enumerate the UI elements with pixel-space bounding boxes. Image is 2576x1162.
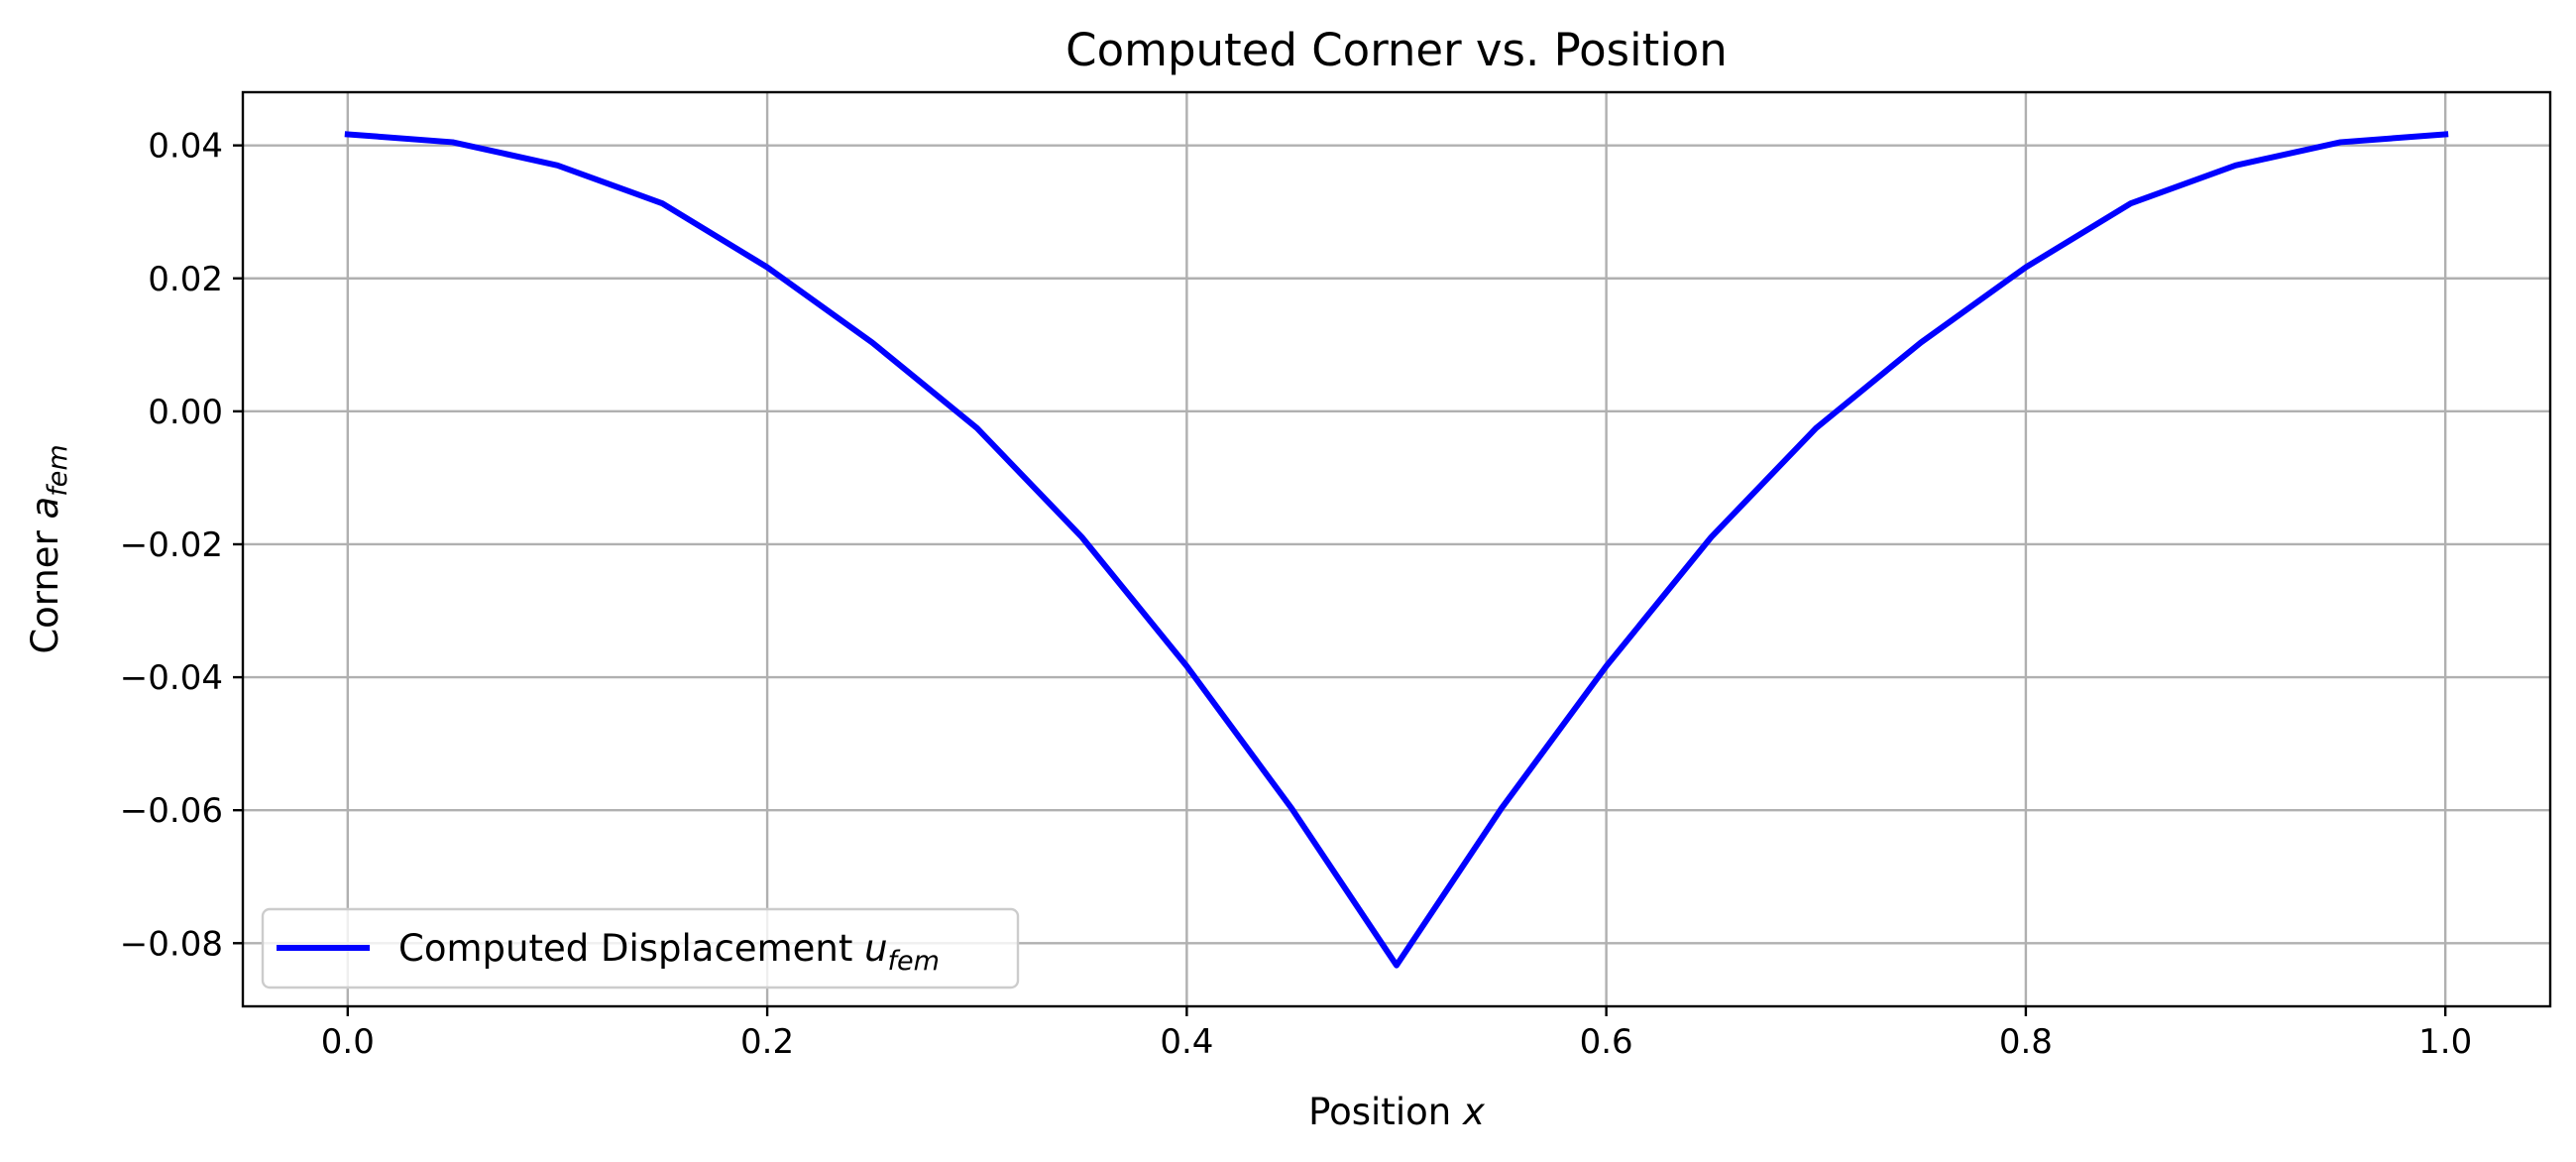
legend: Computed Displacement ufem xyxy=(261,907,1020,989)
legend-label-symbol: u xyxy=(864,927,887,970)
y-axis-label-text: Corner xyxy=(24,519,66,653)
x-axis-label-text: Position xyxy=(1308,1091,1463,1133)
y-tick-label: −0.08 xyxy=(120,924,223,964)
legend-label-text: Computed Displacement xyxy=(398,927,864,970)
x-tick-label: 1.0 xyxy=(2418,1022,2472,1062)
x-tick-label: 0.2 xyxy=(740,1022,794,1062)
y-axis-label: Corner afem xyxy=(24,444,73,653)
series-layer xyxy=(344,131,2449,969)
y-tick-label: −0.02 xyxy=(120,525,223,565)
series-line xyxy=(344,131,2449,969)
ticks: 0.0 0.2 0.4 0.6 0.8 1.0 0.04 0.02 0.00 −0.02 −0.04… xyxy=(120,127,2472,1062)
chart-title: Computed Corner vs. Position xyxy=(1065,24,1728,76)
x-tick-label: 0.4 xyxy=(1160,1022,1213,1062)
grid xyxy=(243,92,2550,1006)
y-axis-label-subscript: fem xyxy=(43,444,73,496)
axes-frame xyxy=(241,90,2552,1008)
x-tick-label: 0.0 xyxy=(321,1022,375,1062)
x-tick-label: 0.6 xyxy=(1580,1022,1633,1062)
legend-box xyxy=(261,907,1020,989)
x-axis-label-symbol: x xyxy=(1462,1091,1486,1133)
y-tick-label: 0.04 xyxy=(148,127,223,167)
y-tick-label: −0.06 xyxy=(120,791,223,831)
x-axis-label: Position x xyxy=(1308,1091,1486,1133)
y-tick-label: 0.02 xyxy=(148,260,223,299)
legend-label-subscript: fem xyxy=(888,946,940,977)
x-tick-label: 0.8 xyxy=(1999,1022,2053,1062)
y-tick-label: −0.04 xyxy=(120,658,223,698)
y-tick-label: 0.00 xyxy=(148,393,223,432)
y-axis-label-symbol: a xyxy=(24,497,66,520)
legend-label: Computed Displacement ufem xyxy=(398,927,940,977)
